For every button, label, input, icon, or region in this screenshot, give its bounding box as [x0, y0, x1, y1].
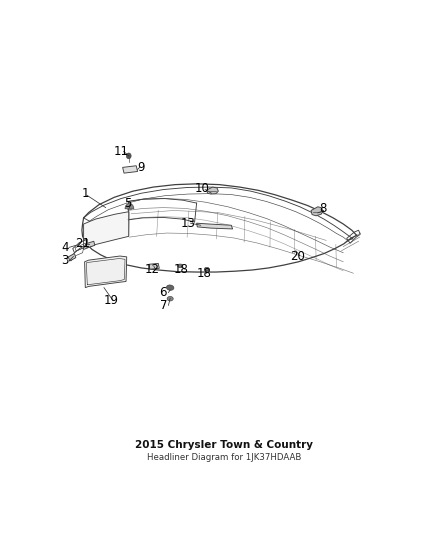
Ellipse shape	[166, 285, 174, 290]
Polygon shape	[207, 187, 219, 194]
Polygon shape	[197, 223, 233, 229]
Polygon shape	[68, 254, 76, 261]
Polygon shape	[85, 256, 127, 288]
Text: 6: 6	[159, 286, 167, 299]
Text: 8: 8	[319, 203, 327, 215]
Text: 2015 Chrysler Town & Country: 2015 Chrysler Town & Country	[135, 440, 314, 450]
Text: 12: 12	[145, 263, 160, 276]
Text: 19: 19	[103, 294, 118, 307]
Text: 10: 10	[195, 182, 210, 195]
Text: 9: 9	[138, 161, 145, 174]
Text: 5: 5	[124, 197, 131, 210]
Polygon shape	[149, 263, 159, 269]
Text: 4: 4	[61, 241, 69, 254]
Text: 7: 7	[159, 299, 167, 312]
Text: 21: 21	[75, 237, 90, 250]
Text: 20: 20	[290, 249, 305, 263]
Text: 3: 3	[61, 254, 69, 268]
Ellipse shape	[204, 268, 209, 271]
Wedge shape	[125, 204, 134, 209]
Text: 18: 18	[197, 267, 212, 280]
Text: Headliner Diagram for 1JK37HDAAB: Headliner Diagram for 1JK37HDAAB	[147, 453, 302, 462]
Text: 11: 11	[114, 145, 129, 158]
Text: 1: 1	[81, 187, 89, 200]
Polygon shape	[84, 212, 129, 249]
Polygon shape	[86, 241, 95, 248]
Polygon shape	[311, 207, 323, 216]
Ellipse shape	[178, 264, 183, 268]
Ellipse shape	[167, 296, 173, 301]
Polygon shape	[123, 166, 138, 173]
Text: 13: 13	[181, 217, 196, 230]
Circle shape	[127, 153, 131, 159]
Text: 18: 18	[173, 263, 188, 276]
